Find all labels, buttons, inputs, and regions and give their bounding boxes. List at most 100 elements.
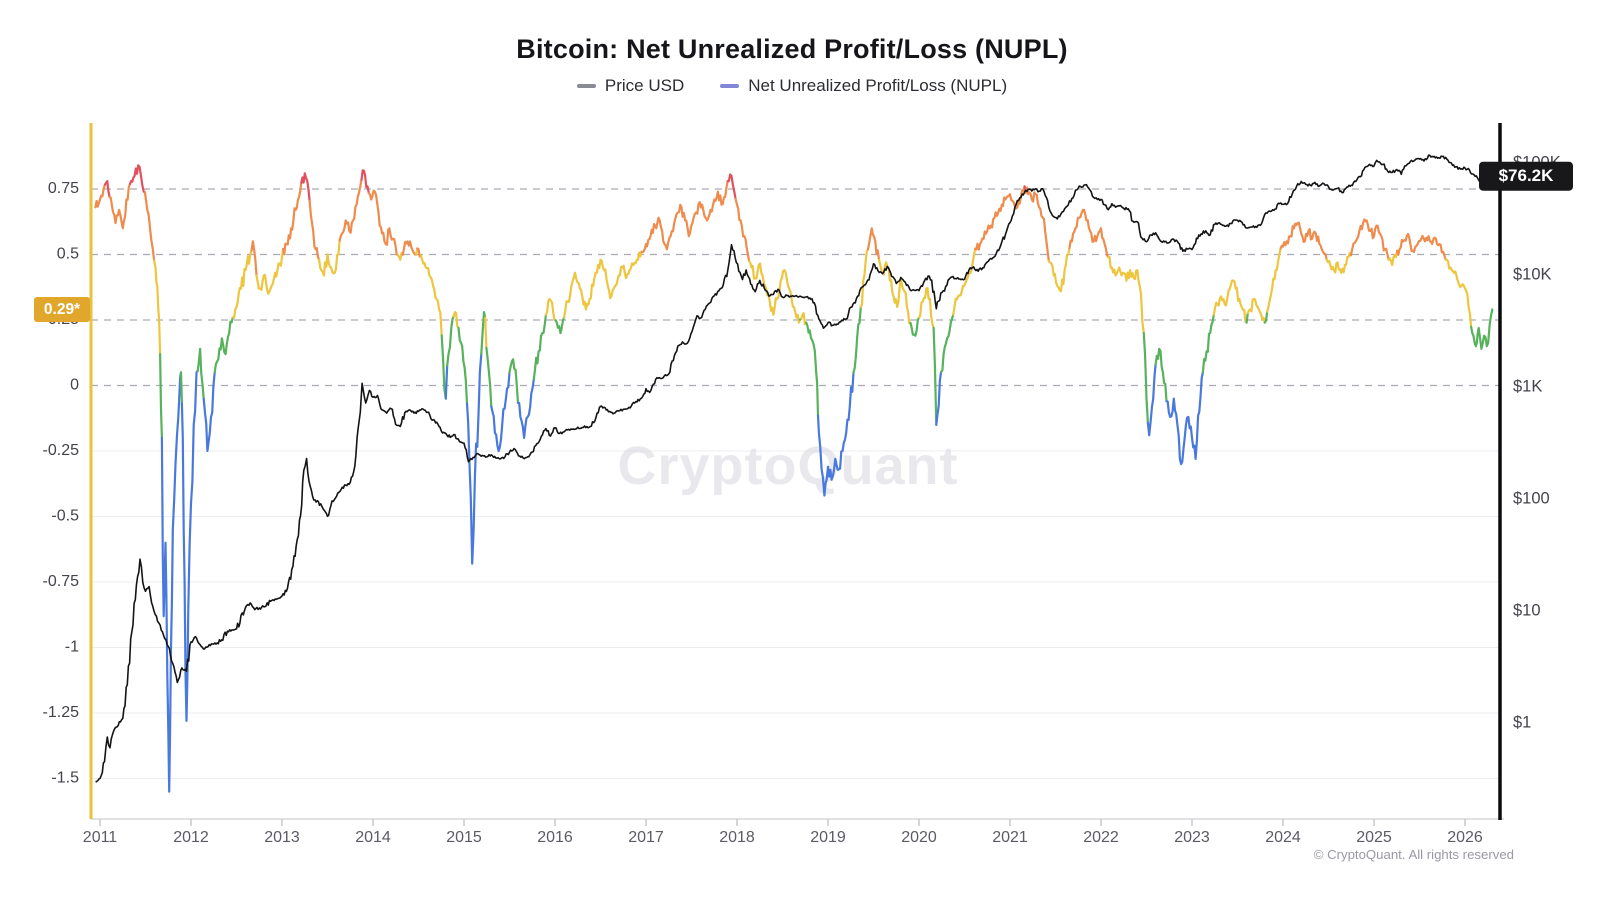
x-axis-label: 2024 xyxy=(1265,829,1301,846)
nupl-line-segment xyxy=(866,227,881,261)
nupl-line-segment xyxy=(640,180,729,253)
copyright-footer: © CryptoQuant. All rights reserved xyxy=(1313,847,1514,862)
nupl-line-segment xyxy=(446,315,455,367)
nupl-line-segment xyxy=(457,326,469,405)
nupl-line-segment xyxy=(94,183,106,209)
nupl-line-segment xyxy=(485,346,493,408)
nupl-line-segment xyxy=(544,297,557,322)
legend-item-price[interactable]: Price USD xyxy=(576,76,685,96)
nupl-line-segment xyxy=(1444,258,1473,328)
x-axis-label: 2023 xyxy=(1174,829,1210,846)
nupl-line-segment xyxy=(909,316,921,337)
nupl-line-segment xyxy=(490,371,511,453)
nupl-line-segment xyxy=(255,247,285,295)
right-axis-label: $100 xyxy=(1513,489,1550,507)
nupl-line-segment xyxy=(952,247,977,316)
legend: Price USD Net Unrealized Profit/Loss (NU… xyxy=(0,76,1584,96)
nupl-line-segment xyxy=(153,259,162,356)
nupl-line-segment xyxy=(308,199,321,261)
nupl-line-segment xyxy=(1068,208,1110,259)
nupl-line-segment xyxy=(1325,252,1352,274)
left-axis-label: 0.75 xyxy=(48,180,79,197)
nupl-line-segment xyxy=(859,248,870,308)
nupl-line-segment xyxy=(1470,308,1494,350)
x-axis-label: 2015 xyxy=(446,829,482,846)
x-axis-label: 2021 xyxy=(992,829,1028,846)
nupl-line-segment xyxy=(1349,218,1390,261)
nupl-line-segment xyxy=(143,191,156,262)
nupl-line-segment xyxy=(563,250,643,319)
x-axis-label: 2011 xyxy=(83,829,118,846)
x-axis-label: 2025 xyxy=(1356,829,1392,846)
nupl-line-segment xyxy=(1201,313,1215,374)
nupl-line-segment xyxy=(103,180,111,199)
nupl-line-segment xyxy=(1279,221,1328,261)
nupl-line-segment xyxy=(917,287,935,329)
nupl-line-segment xyxy=(1165,371,1204,466)
watermark: CryptoQuant xyxy=(618,436,959,496)
left-axis-label: -0.5 xyxy=(51,508,79,525)
nupl-line-segment xyxy=(202,371,216,453)
nupl-line-segment xyxy=(734,197,751,263)
legend-nupl-label: Net Unrealized Profit/Loss (NUPL) xyxy=(748,76,1008,95)
nupl-line-segment xyxy=(318,239,341,277)
price-legend-dash-icon xyxy=(576,84,596,88)
nupl-line-segment xyxy=(1396,232,1447,261)
nupl-line-segment xyxy=(180,369,199,722)
x-axis-label: 2018 xyxy=(719,829,755,846)
nupl-line-segment xyxy=(128,164,146,194)
nupl-line-segment xyxy=(367,189,399,257)
nupl-line-segment xyxy=(852,305,862,374)
chart-title: Bitcoin: Net Unrealized Profit/Loss (NUP… xyxy=(516,34,1068,65)
nupl-line-segment xyxy=(974,185,1026,251)
left-axis-label: -1.5 xyxy=(51,770,79,787)
nupl-line-segment xyxy=(213,316,234,374)
nupl-line-segment xyxy=(282,181,303,256)
nupl-line-segment xyxy=(1107,255,1145,335)
nupl-line-segment xyxy=(452,311,460,329)
x-axis-label: 2013 xyxy=(264,829,300,846)
price-current-badge xyxy=(1479,161,1573,191)
nupl-line-segment xyxy=(1146,363,1157,437)
nupl-line-segment xyxy=(532,313,547,381)
x-axis-label: 2012 xyxy=(173,829,209,846)
nupl-line-segment xyxy=(1266,247,1282,313)
nupl-line-segment xyxy=(1387,249,1399,267)
nupl-line-segment xyxy=(805,321,820,417)
nupl-line-segment xyxy=(160,371,183,793)
legend-item-nupl[interactable]: Net Unrealized Profit/Loss (NUPL) xyxy=(720,76,1007,96)
nupl-line-segment xyxy=(1154,347,1168,403)
x-axis-label: 2019 xyxy=(810,829,846,846)
x-axis-label: 2026 xyxy=(1447,829,1483,846)
left-axis-label: -1.25 xyxy=(43,704,80,721)
nupl-line-segment xyxy=(108,182,132,230)
nupl-line-segment xyxy=(1246,297,1266,324)
left-axis-label: -0.75 xyxy=(43,573,80,590)
nupl-line-segment xyxy=(179,371,183,405)
nupl-line-segment xyxy=(1212,279,1248,324)
nupl-line-segment xyxy=(932,326,938,426)
right-axis-label: $1K xyxy=(1513,377,1542,395)
left-axis-label: 0.5 xyxy=(57,246,79,263)
nupl-line-segment xyxy=(159,353,163,439)
nupl-line-segment xyxy=(196,347,205,400)
nupl-legend-dash-icon xyxy=(720,84,740,88)
right-axis-label: $10 xyxy=(1513,601,1541,619)
x-axis-label: 2017 xyxy=(628,829,664,846)
nupl-current-badge xyxy=(34,297,90,323)
nupl-line-segment xyxy=(300,172,311,203)
x-axis-label: 2014 xyxy=(355,829,391,846)
nupl-line-segment xyxy=(1245,312,1249,324)
left-axis-label: -1 xyxy=(65,639,79,656)
left-axis-label: -0.25 xyxy=(43,442,80,459)
x-axis-label: 2020 xyxy=(901,829,937,846)
nupl-line-segment xyxy=(516,378,535,439)
right-axis-label: $1 xyxy=(1513,713,1531,731)
legend-price-label: Price USD xyxy=(604,76,685,95)
nupl-line-segment xyxy=(444,364,449,400)
nupl-line-segment xyxy=(554,316,566,335)
nupl-line-segment xyxy=(250,240,258,277)
plot-area[interactable] xyxy=(91,123,1500,819)
nupl-line-segment xyxy=(419,254,443,337)
